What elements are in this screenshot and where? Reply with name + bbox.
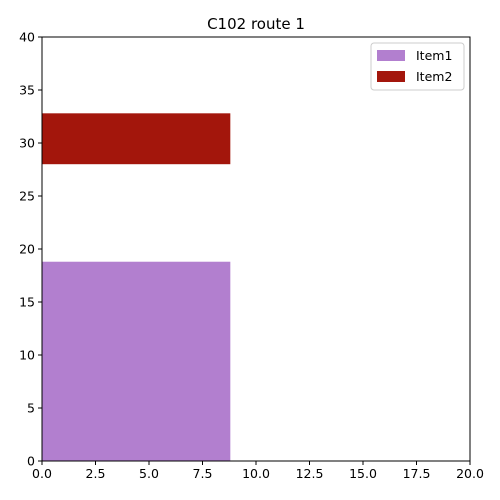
legend-label: Item1 [416, 48, 452, 63]
y-tick-label: 5 [27, 401, 35, 416]
y-tick-label: 30 [19, 136, 35, 151]
bar-item2 [42, 113, 230, 164]
y-tick-label: 15 [19, 295, 35, 310]
x-tick-label: 15.0 [349, 466, 377, 481]
y-tick-label: 25 [19, 189, 35, 204]
y-tick-label: 0 [27, 454, 35, 469]
x-tick-label: 20.0 [456, 466, 484, 481]
x-tick-label: 12.5 [296, 466, 324, 481]
chart-title: C102 route 1 [207, 15, 305, 33]
legend: Item1 Item2 [371, 43, 464, 90]
legend-label: Item2 [416, 69, 452, 84]
y-tick-label: 40 [19, 30, 35, 45]
y-tick-label: 20 [19, 242, 35, 257]
x-tick-label: 7.5 [193, 466, 213, 481]
chart-marks [42, 113, 230, 461]
x-tick-label: 17.5 [403, 466, 431, 481]
x-tick-label: 0.0 [32, 466, 52, 481]
legend-swatch [377, 50, 405, 61]
y-axis: 0 5 10 15 20 25 30 35 40 [19, 30, 42, 469]
y-tick-label: 10 [19, 348, 35, 363]
x-tick-label: 2.5 [86, 466, 106, 481]
x-tick-label: 5.0 [139, 466, 159, 481]
y-tick-label: 35 [19, 83, 35, 98]
bar-item1 [42, 262, 230, 461]
legend-swatch [377, 71, 405, 82]
x-axis: 0.0 2.5 5.0 7.5 10.0 12.5 15.0 17.5 20.0 [32, 461, 484, 481]
x-tick-label: 10.0 [242, 466, 270, 481]
